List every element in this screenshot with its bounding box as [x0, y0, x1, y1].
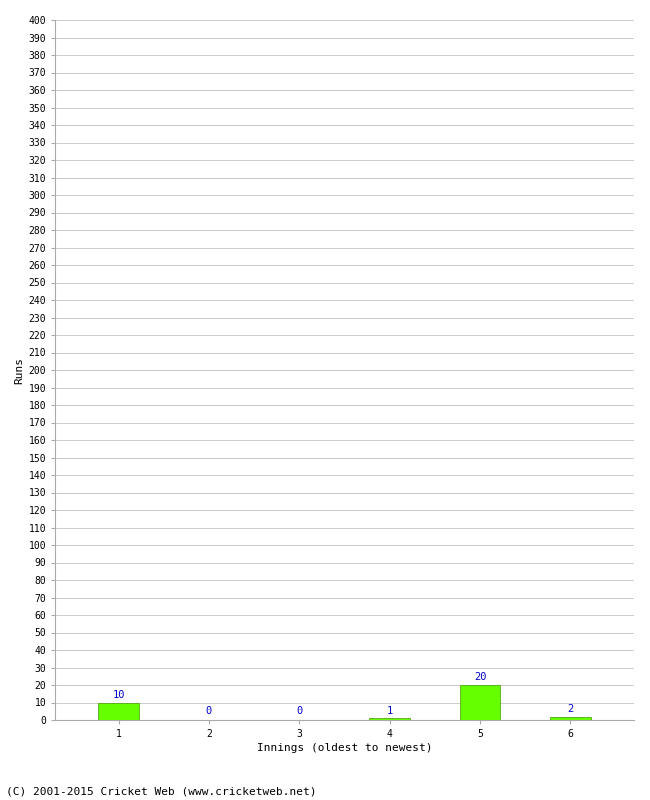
X-axis label: Innings (oldest to newest): Innings (oldest to newest): [257, 743, 432, 753]
Text: 10: 10: [112, 690, 125, 700]
Text: (C) 2001-2015 Cricket Web (www.cricketweb.net): (C) 2001-2015 Cricket Web (www.cricketwe…: [6, 786, 317, 796]
Bar: [550, 717, 591, 720]
Text: 20: 20: [474, 672, 486, 682]
Y-axis label: Runs: Runs: [14, 357, 25, 383]
Text: 0: 0: [206, 706, 212, 717]
Bar: [98, 702, 139, 720]
Bar: [460, 685, 500, 720]
Bar: [369, 718, 410, 720]
Text: 1: 1: [387, 706, 393, 716]
Text: 2: 2: [567, 704, 573, 714]
Text: 0: 0: [296, 706, 302, 717]
